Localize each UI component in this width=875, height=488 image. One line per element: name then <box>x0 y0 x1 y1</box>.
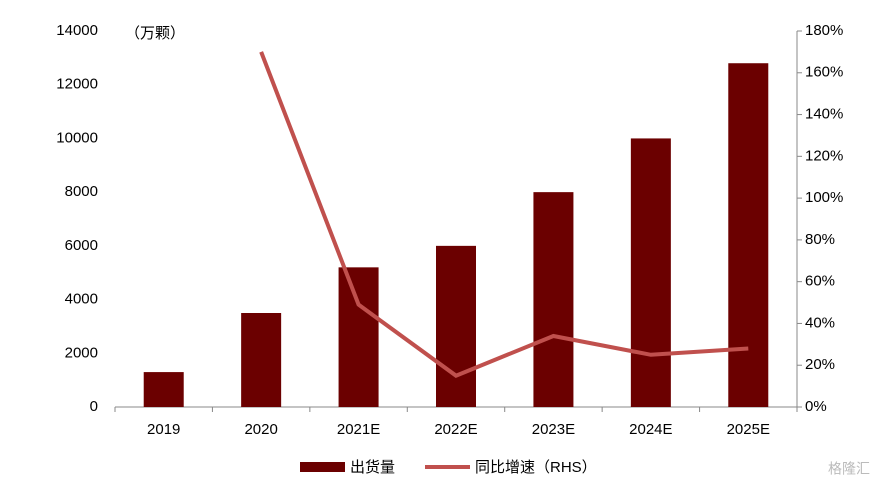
legend-label: 出货量 <box>350 459 395 476</box>
y-tick-label: 0 <box>90 398 98 415</box>
x-tick-label: 2023E <box>532 421 575 438</box>
y2-tick-label: 60% <box>805 273 835 290</box>
y-tick-label: 6000 <box>65 237 98 254</box>
watermark: 格隆汇 <box>828 461 870 477</box>
legend-swatch <box>300 462 345 472</box>
legend-label: 同比增速（RHS） <box>475 459 597 476</box>
x-tick-label: 2025E <box>727 421 770 438</box>
unit-annotation: （万颗） <box>125 25 185 42</box>
bar <box>630 138 671 407</box>
bar <box>436 245 476 407</box>
y-tick-label: 14000 <box>56 22 98 39</box>
bar <box>143 372 184 407</box>
y2-tick-label: 120% <box>805 147 843 164</box>
y2-tick-label: 140% <box>805 106 843 123</box>
y2-tick-label: 0% <box>805 398 827 415</box>
y2-tick-label: 80% <box>805 231 835 248</box>
y2-tick-label: 40% <box>805 314 835 331</box>
y-tick-label: 12000 <box>56 76 98 93</box>
y-tick-label: 10000 <box>56 129 98 146</box>
y2-tick-label: 160% <box>805 64 843 81</box>
line <box>259 51 749 378</box>
y-tick-label: 8000 <box>65 183 98 200</box>
bar <box>533 192 574 407</box>
x-tick-label: 2021E <box>337 421 380 438</box>
y-tick-label: 2000 <box>65 344 98 361</box>
bar <box>241 313 282 407</box>
bar <box>728 63 769 407</box>
y2-tick-label: 180% <box>805 22 843 39</box>
x-tick-label: 2020 <box>244 421 277 438</box>
x-tick-label: 2019 <box>147 421 180 438</box>
y2-tick-label: 100% <box>805 189 843 206</box>
y2-tick-label: 20% <box>805 356 835 373</box>
x-tick-label: 2024E <box>629 421 672 438</box>
x-tick-label: 2022E <box>434 421 477 438</box>
bar <box>338 267 379 407</box>
y-tick-label: 4000 <box>65 291 98 308</box>
